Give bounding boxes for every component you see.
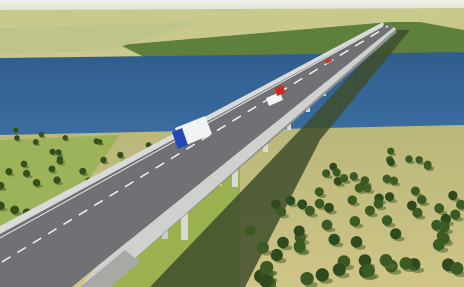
tree [434,203,444,213]
tree [350,216,361,227]
tree [415,156,422,163]
tree [450,209,460,219]
tree [424,162,432,170]
tree [433,239,445,251]
tree [10,206,19,215]
tree [390,228,401,239]
tree [33,139,39,145]
tree [362,264,375,277]
tree [405,155,412,162]
tree [315,199,325,209]
page: (() => { JSON.parse(document.getElementB… [0,0,464,287]
tree [385,192,394,201]
tree [305,206,315,216]
tree [300,272,313,285]
tree [13,127,18,132]
tree [23,170,30,177]
tree [333,168,341,176]
tree [316,268,329,281]
tree [14,135,20,141]
tree [271,249,283,261]
tree [351,236,363,248]
tree [49,149,55,155]
tree [33,179,41,187]
tree [315,187,324,196]
tree [361,176,370,185]
tree [39,132,44,137]
tree [117,152,123,158]
tree [350,172,358,180]
tree [94,138,100,144]
tree [387,159,395,167]
tree [257,242,269,254]
tree [411,186,420,195]
tree [382,215,393,226]
tree [286,196,296,206]
tree [450,262,463,275]
tree [448,191,457,200]
tree [355,183,364,192]
tree [322,220,333,231]
bridge-scene [0,0,464,287]
tree [412,208,422,218]
tree [276,207,286,217]
tree [100,157,107,164]
tree [348,195,358,205]
tree [53,176,60,183]
tree [380,254,393,267]
tree [277,237,289,249]
tree [374,199,384,209]
tree [57,158,64,165]
tree [245,225,256,236]
tree [417,195,426,204]
tree [48,165,55,172]
tree [21,161,28,168]
tree [400,257,413,270]
tree [260,261,273,274]
tree [324,203,334,213]
tree [322,169,330,177]
tree [365,206,375,216]
tree [333,263,346,276]
tree [297,199,307,209]
tree [79,168,86,175]
tree [294,226,305,237]
tree [328,234,339,245]
tree [294,240,306,252]
tree [387,148,394,155]
tree [383,175,391,183]
tree [439,221,450,232]
tree [5,168,12,175]
tree [63,135,69,141]
